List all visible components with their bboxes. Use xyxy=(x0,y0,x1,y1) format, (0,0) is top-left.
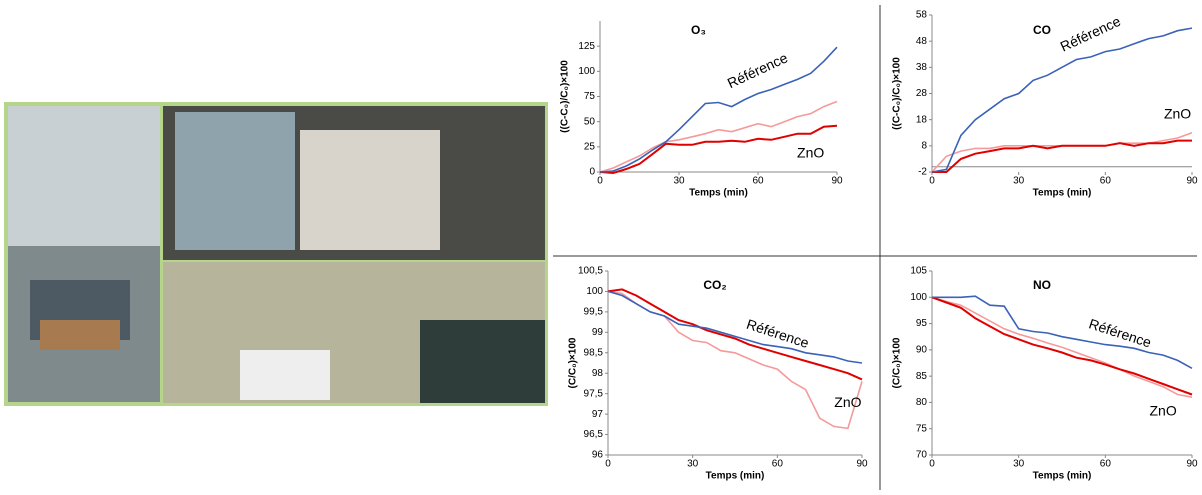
y-tick-label: 58 xyxy=(916,10,928,21)
chart-title: CO₂ xyxy=(703,278,726,292)
photo-granite xyxy=(300,130,440,250)
x-tick-label: 0 xyxy=(929,459,935,470)
y-tick-label: 105 xyxy=(910,266,927,277)
photos xyxy=(4,102,548,406)
chart-title: NO xyxy=(1033,278,1051,292)
series-line xyxy=(607,290,863,430)
y-tick-label: 99,5 xyxy=(584,307,604,318)
x-tick-label: 90 xyxy=(1186,459,1198,470)
chart-title: CO xyxy=(1033,23,1051,37)
series-label: ZnO xyxy=(1164,105,1191,121)
y-tick-label: 100,5 xyxy=(578,266,603,277)
y-axis-label: ((C-C₀)/C₀)×100 xyxy=(560,60,571,133)
x-axis-label: Temps (min) xyxy=(1033,188,1092,199)
y-tick-label: 75 xyxy=(916,423,928,434)
x-tick-label: 90 xyxy=(856,459,868,470)
series-label: ZnO xyxy=(834,394,861,410)
y-tick-label: 100 xyxy=(578,66,595,77)
series-label: ZnO xyxy=(797,144,824,160)
x-tick-label: 0 xyxy=(929,176,935,187)
y-tick-label: 85 xyxy=(916,371,928,382)
y-axis-label: (C/C₀)×100 xyxy=(892,337,903,388)
y-axis-label: ((C-C₀)/C₀)×100 xyxy=(892,57,903,130)
series-line xyxy=(931,27,1193,173)
series-label: Référence xyxy=(725,49,790,91)
x-tick-label: 30 xyxy=(673,176,685,187)
x-tick-label: 0 xyxy=(597,176,603,187)
series-line xyxy=(932,295,1193,370)
y-tick-label: 90 xyxy=(916,344,928,355)
photo-tile xyxy=(175,112,295,250)
x-tick-label: 90 xyxy=(831,176,843,187)
y-tick-label: -2 xyxy=(918,167,927,178)
series-line xyxy=(931,132,1193,173)
y-tick-label: 48 xyxy=(916,36,928,47)
x-tick-label: 0 xyxy=(605,459,611,470)
y-tick-label: 75 xyxy=(584,91,596,102)
series-line xyxy=(599,124,838,175)
x-axis-label: Temps (min) xyxy=(1033,471,1092,482)
x-tick-label: 30 xyxy=(1013,459,1025,470)
y-tick-label: 80 xyxy=(916,397,928,408)
y-tick-label: 0 xyxy=(589,167,595,178)
series-line xyxy=(931,296,1193,398)
y-tick-label: 96,5 xyxy=(584,429,604,440)
x-tick-label: 90 xyxy=(1186,176,1198,187)
y-tick-label: 100 xyxy=(910,292,927,303)
series-label: ZnO xyxy=(1149,403,1176,419)
series-label: Référence xyxy=(1087,315,1154,350)
y-tick-label: 8 xyxy=(921,140,927,151)
y-tick-label: 28 xyxy=(916,88,928,99)
y-tick-label: 70 xyxy=(916,450,928,461)
series-line xyxy=(599,100,838,173)
chart-title: O₃ xyxy=(691,23,706,37)
series-line xyxy=(931,296,1193,396)
y-tick-label: 100 xyxy=(586,286,603,297)
series-line xyxy=(607,288,863,381)
y-tick-label: 99 xyxy=(592,327,604,338)
x-axis-label: Temps (min) xyxy=(706,471,765,482)
series-label: Référence xyxy=(1058,13,1123,55)
y-tick-label: 95 xyxy=(916,318,928,329)
y-tick-label: 97,5 xyxy=(584,388,604,399)
x-tick-label: 60 xyxy=(1100,176,1112,187)
x-tick-label: 30 xyxy=(1013,176,1025,187)
x-tick-label: 60 xyxy=(752,176,764,187)
x-tick-label: 60 xyxy=(772,459,784,470)
x-tick-label: 30 xyxy=(687,459,699,470)
y-tick-label: 38 xyxy=(916,62,928,73)
y-tick-label: 50 xyxy=(584,116,596,127)
x-tick-label: 60 xyxy=(1100,459,1112,470)
y-tick-label: 98,5 xyxy=(584,347,604,358)
series-line xyxy=(599,46,838,173)
photo-chamber-light xyxy=(8,106,160,246)
y-tick-label: 125 xyxy=(578,41,595,52)
series-line xyxy=(607,290,863,364)
photo-panel xyxy=(420,320,545,403)
photo-car xyxy=(240,350,330,400)
y-axis-label: (C/C₀)×100 xyxy=(568,337,579,388)
series-line xyxy=(932,139,1192,173)
x-axis-label: Temps (min) xyxy=(689,188,748,199)
y-tick-label: 97 xyxy=(592,409,604,420)
y-tick-label: 18 xyxy=(916,114,928,125)
y-tick-label: 98 xyxy=(592,368,604,379)
photo-cabin-wall xyxy=(40,320,120,350)
y-tick-label: 25 xyxy=(584,141,596,152)
y-tick-label: 96 xyxy=(592,450,604,461)
